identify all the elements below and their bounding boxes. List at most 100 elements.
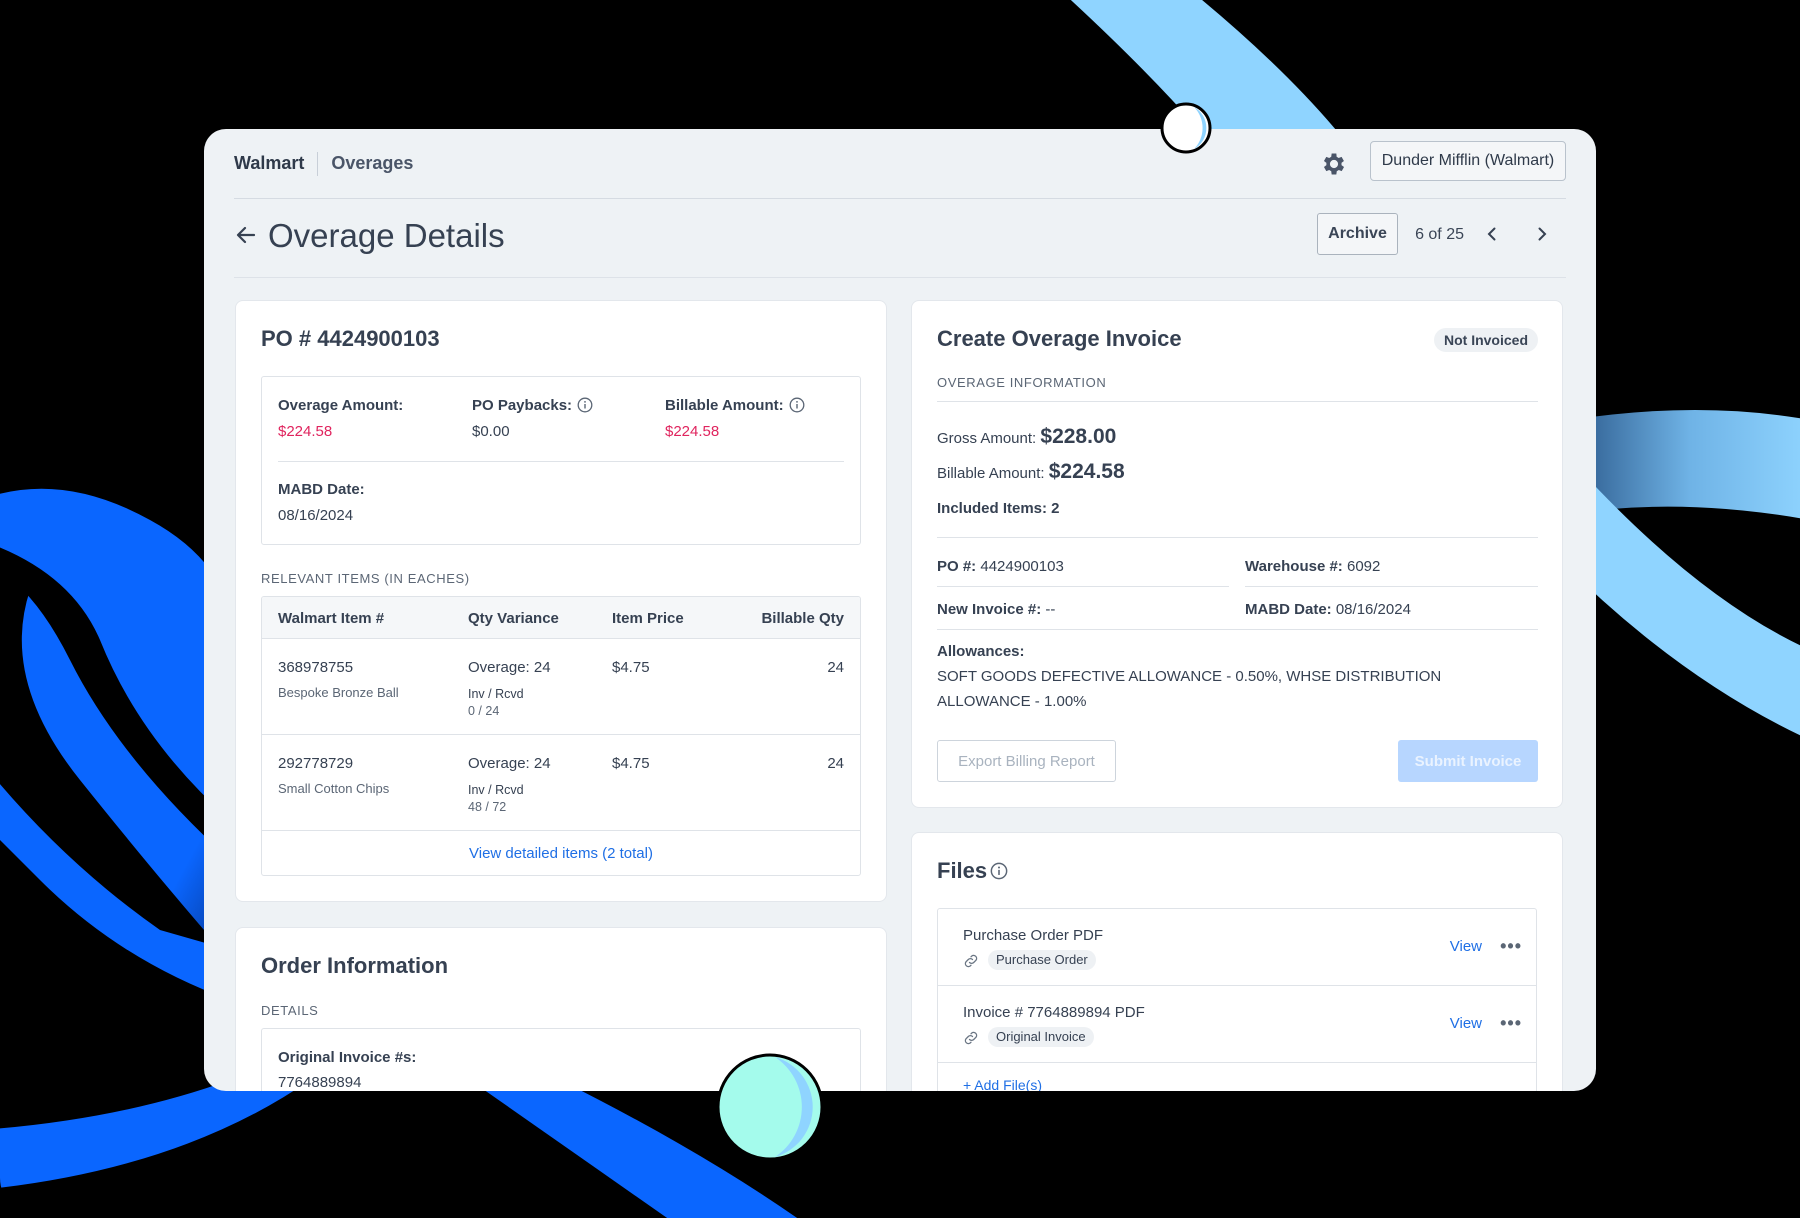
- nav-section[interactable]: Overages: [331, 153, 414, 173]
- table-row[interactable]: 292778729 Small Cotton Chips Overage: 24…: [262, 735, 860, 831]
- gross-amount-value: $228.00: [1040, 425, 1117, 448]
- item-number: 368978755: [278, 659, 354, 676]
- inv-rcvd-value: 0 / 24: [468, 704, 500, 718]
- column-header: Billable Qty: [761, 610, 844, 627]
- table-row[interactable]: 368978755 Bespoke Bronze Ball Overage: 2…: [262, 639, 860, 735]
- link-icon: [964, 954, 978, 968]
- qty-variance: Overage: 24: [468, 659, 551, 676]
- details-caption: DETAILS: [261, 1003, 319, 1018]
- file-tag: Original Invoice: [988, 1027, 1094, 1047]
- invoice-card: Create Overage Invoice Not Invoiced OVER…: [911, 300, 1563, 808]
- add-file-link[interactable]: + Add File(s): [963, 1077, 1042, 1091]
- warehouse-field: Warehouse #: 6092: [1245, 558, 1381, 575]
- decor-circle-top: [1160, 102, 1212, 154]
- po-title: PO # 4424900103: [261, 326, 440, 351]
- app-window: Walmart Overages Dunder Mifflin (Walmart…: [204, 129, 1596, 1091]
- gross-amount-line: Gross Amount: $228.00: [937, 425, 1116, 449]
- inv-rcvd-value: 48 / 72: [468, 800, 507, 814]
- item-price: $4.75: [612, 755, 650, 772]
- overage-info-caption: OVERAGE INFORMATION: [937, 375, 1107, 390]
- decor-circle-bottom: [716, 1053, 824, 1161]
- divider: [937, 629, 1538, 630]
- mabd-date-value: 08/16/2024: [278, 507, 354, 524]
- inv-rcvd-label: Inv / Rcvd: [468, 687, 524, 701]
- billable-amount-label: Billable Amount:: [937, 465, 1045, 482]
- divider: [937, 401, 1538, 402]
- billable-qty: 24: [827, 659, 844, 676]
- new-invoice-field: New Invoice #: --: [937, 601, 1056, 618]
- view-detailed-items-link[interactable]: View detailed items (2 total): [469, 845, 653, 862]
- status-badge: Not Invoiced: [1433, 328, 1538, 352]
- po-paybacks-value: $0.00: [472, 423, 510, 440]
- billable-amount-value: $224.58: [665, 423, 720, 440]
- submit-invoice-button[interactable]: Submit Invoice: [1398, 740, 1538, 782]
- link-icon: [964, 1031, 978, 1045]
- ribbon-right: [1570, 410, 1800, 519]
- more-icon[interactable]: •••: [1500, 1013, 1522, 1033]
- billable-amount-line: Billable Amount: $224.58: [937, 460, 1125, 484]
- file-tag: Purchase Order: [988, 950, 1096, 970]
- relevant-items-caption: RELEVANT ITEMS (IN EACHES): [261, 571, 470, 586]
- list-item[interactable]: Purchase Order PDF Purchase Order View •…: [938, 909, 1536, 986]
- page-title: Overage Details: [268, 217, 505, 254]
- account-switcher-button[interactable]: Dunder Mifflin (Walmart): [1370, 141, 1566, 181]
- ribbon-right-lower: [1560, 470, 1800, 736]
- original-invoice-value: 7764889894: [278, 1074, 362, 1091]
- included-items: Included Items: 2: [937, 500, 1060, 517]
- item-price: $4.75: [612, 659, 650, 676]
- items-table: Walmart Item # Qty Variance Item Price B…: [261, 596, 861, 876]
- page-header: Overage Details Archive 6 of 25: [234, 199, 1566, 278]
- list-item[interactable]: Invoice # 7764889894 PDF Original Invoic…: [938, 986, 1536, 1063]
- qty-variance: Overage: 24: [468, 755, 551, 772]
- view-file-link[interactable]: View: [1449, 938, 1482, 955]
- billable-amount-label: Billable Amount:: [665, 397, 784, 414]
- top-nav: Walmart Overages Dunder Mifflin (Walmart…: [234, 129, 1566, 199]
- divider: [278, 461, 844, 462]
- allowances-text: SOFT GOODS DEFECTIVE ALLOWANCE - 0.50%, …: [937, 668, 1442, 710]
- po-paybacks-label: PO Paybacks:: [472, 397, 573, 414]
- info-icon[interactable]: [990, 862, 1008, 880]
- nav-brand[interactable]: Walmart: [234, 153, 305, 173]
- ribbon-bottom-left: [0, 1080, 310, 1188]
- po-card: PO # 4424900103 Overage Amount: $224.58 …: [235, 300, 887, 902]
- chevron-left-icon[interactable]: [1482, 224, 1502, 244]
- column-header: Item Price: [612, 610, 684, 627]
- overage-amount-label: Overage Amount:: [278, 397, 404, 414]
- files-title: Files: [937, 858, 1008, 884]
- gear-icon[interactable]: [1320, 150, 1348, 178]
- chevron-right-icon[interactable]: [1532, 224, 1552, 244]
- info-icon[interactable]: [789, 397, 805, 413]
- divider: [1245, 586, 1538, 587]
- more-icon[interactable]: •••: [1500, 936, 1522, 956]
- mabd-date-label: MABD Date:: [278, 481, 365, 498]
- info-icon[interactable]: [577, 397, 593, 413]
- back-arrow-icon[interactable]: [234, 223, 258, 247]
- invoice-card-title: Create Overage Invoice: [937, 326, 1182, 351]
- gross-amount-label: Gross Amount:: [937, 430, 1037, 447]
- details-box: Original Invoice #s: 7764889894: [261, 1028, 861, 1091]
- files-list: Purchase Order PDF Purchase Order View •…: [937, 908, 1537, 1091]
- file-name: Invoice # 7764889894 PDF: [963, 1004, 1145, 1021]
- original-invoice-label: Original Invoice #s:: [278, 1049, 417, 1066]
- view-file-link[interactable]: View: [1449, 1015, 1482, 1032]
- po-summary: Overage Amount: $224.58 PO Paybacks: $0.…: [261, 376, 861, 545]
- item-number: 292778729: [278, 755, 354, 772]
- order-info-title: Order Information: [261, 953, 449, 978]
- column-header: Qty Variance: [468, 610, 559, 627]
- billable-qty: 24: [827, 755, 844, 772]
- archive-button[interactable]: Archive: [1317, 213, 1398, 255]
- ribbon-bottom-mid: [470, 1080, 798, 1218]
- item-name: Small Cotton Chips: [278, 781, 390, 796]
- invoice-mabd-field: MABD Date: 08/16/2024: [1245, 601, 1411, 618]
- file-name: Purchase Order PDF: [963, 927, 1104, 944]
- allowances-label: Allowances:: [937, 643, 1025, 660]
- table-header: Walmart Item # Qty Variance Item Price B…: [262, 597, 860, 639]
- nav-separator: [317, 151, 319, 176]
- po-number-field: PO #: 4424900103: [937, 558, 1064, 575]
- files-card: Files Purchase Order PDF Purchase Order …: [911, 832, 1563, 1091]
- billable-amount-value: $224.58: [1048, 460, 1125, 483]
- pager-position: 6 of 25: [1415, 226, 1464, 243]
- export-billing-report-button[interactable]: Export Billing Report: [937, 740, 1116, 782]
